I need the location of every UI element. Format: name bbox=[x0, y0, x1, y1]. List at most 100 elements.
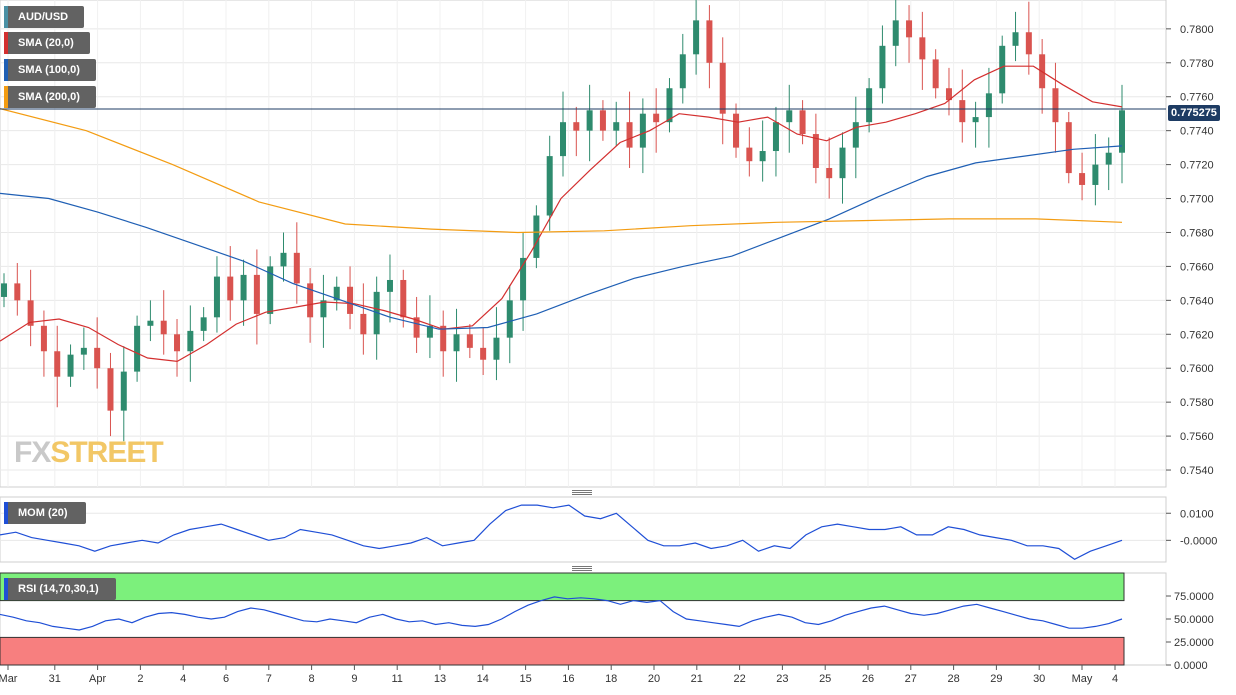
price-tick-label: 0.7540 bbox=[1180, 465, 1214, 477]
candle-body bbox=[426, 325, 433, 338]
rsi-oversold-zone bbox=[0, 636, 1125, 666]
candle-body bbox=[227, 276, 234, 301]
time-tick-label: 27 bbox=[905, 673, 917, 685]
candle-body bbox=[293, 252, 300, 284]
candle-body bbox=[94, 347, 101, 369]
legend-mom[interactable]: MOM (20) bbox=[4, 502, 86, 524]
sma100-line bbox=[0, 145, 1123, 330]
legend-sma20[interactable]: SMA (20,0) bbox=[4, 32, 90, 54]
legend-mom-label: MOM (20) bbox=[18, 507, 68, 519]
candle-body bbox=[679, 54, 686, 89]
price-tick-label: 0.7780 bbox=[1180, 58, 1214, 70]
time-tick-label: 20 bbox=[648, 673, 660, 685]
mom-tick-label: -0.0000 bbox=[1180, 535, 1217, 547]
candle-body bbox=[799, 110, 806, 135]
watermark-street: STREET bbox=[50, 436, 163, 469]
candle-body bbox=[772, 122, 779, 152]
time-tick-label: Apr bbox=[89, 673, 106, 685]
candle-body bbox=[200, 317, 207, 331]
candle-body bbox=[400, 279, 407, 318]
legend-sma20-swatch bbox=[4, 32, 8, 54]
time-tick-label: 28 bbox=[947, 673, 959, 685]
legend-symbol[interactable]: AUD/USD bbox=[4, 6, 84, 28]
sma20-line bbox=[0, 65, 1123, 363]
price-tick-label: 0.7640 bbox=[1180, 295, 1214, 307]
candle-body bbox=[892, 20, 899, 46]
time-tick-label: 11 bbox=[391, 673, 402, 685]
candle-body bbox=[240, 274, 247, 301]
legend-sma100-label: SMA (100,0) bbox=[18, 64, 80, 76]
candle-body bbox=[1052, 88, 1059, 123]
legend-sma200-swatch bbox=[4, 86, 8, 108]
candle-body bbox=[280, 252, 287, 267]
legend-sma20-label: SMA (20,0) bbox=[18, 37, 74, 49]
candle-body bbox=[932, 59, 939, 89]
price-tick-label: 0.7740 bbox=[1180, 126, 1214, 138]
candle-body bbox=[706, 20, 713, 63]
rsi-line bbox=[0, 596, 1123, 631]
time-tick-label: 16 bbox=[562, 673, 574, 685]
candle-body bbox=[320, 300, 327, 318]
sma200-line bbox=[0, 108, 1123, 234]
time-tick-label: 9 bbox=[351, 673, 357, 685]
candle-body bbox=[560, 122, 566, 157]
rsi-resize-handle[interactable] bbox=[572, 566, 592, 571]
mom-tick-label: 0.0100 bbox=[1180, 508, 1214, 520]
candle-body bbox=[147, 320, 154, 326]
price-tick-label: 0.7700 bbox=[1180, 194, 1214, 206]
price-tick-label: 0.7680 bbox=[1180, 227, 1214, 239]
candle-body bbox=[866, 88, 873, 123]
candle-body bbox=[626, 122, 633, 148]
rsi-overbought-zone bbox=[0, 572, 1125, 602]
candle-body bbox=[307, 283, 314, 318]
sma-lines bbox=[0, 65, 1166, 363]
mom-resize-handle[interactable] bbox=[572, 490, 592, 495]
time-tick-label: 22 bbox=[733, 673, 745, 685]
candle-body bbox=[466, 334, 473, 348]
candle-body bbox=[1079, 173, 1086, 185]
mom-line bbox=[0, 504, 1123, 560]
legend-rsi[interactable]: RSI (14,70,30,1) bbox=[4, 578, 116, 600]
main-plot-area bbox=[0, 0, 1167, 488]
candle-body bbox=[187, 330, 194, 352]
candle-body bbox=[453, 334, 460, 352]
candles bbox=[1, 0, 1125, 442]
candle-body bbox=[639, 113, 646, 148]
legend-sma200[interactable]: SMA (200,0) bbox=[4, 86, 96, 108]
candle-body bbox=[520, 257, 527, 301]
candle-body bbox=[1012, 32, 1019, 46]
time-tick-label: 30 bbox=[1033, 673, 1045, 685]
candle-body bbox=[719, 62, 726, 114]
time-tick-label: 14 bbox=[477, 673, 489, 685]
candle-body bbox=[360, 313, 367, 335]
time-tick-label: 7 bbox=[266, 673, 272, 685]
candle-body bbox=[826, 167, 833, 179]
legend-symbol-label: AUD/USD bbox=[18, 11, 69, 23]
candle-body bbox=[267, 266, 274, 314]
candle-body bbox=[506, 300, 513, 338]
candle-body bbox=[134, 325, 141, 372]
time-tick-label: 25 bbox=[819, 673, 831, 685]
candle-body bbox=[985, 93, 992, 118]
legend-sma100[interactable]: SMA (100,0) bbox=[4, 59, 96, 81]
candle-body bbox=[174, 334, 181, 352]
rsi-panel: 75.0000 50.0000 25.0000 0.0000 bbox=[0, 572, 1214, 672]
candle-body bbox=[27, 300, 34, 326]
candle-body bbox=[80, 347, 87, 355]
candle-body bbox=[120, 371, 127, 411]
candle-body bbox=[613, 122, 620, 131]
candle-body bbox=[1025, 32, 1032, 55]
mom-plot-area bbox=[0, 496, 1167, 563]
candle-body bbox=[40, 325, 47, 352]
time-axis: Mar 31 Apr 2 4 6 7 8 9 11 13 14 15 16 18 20 21 22 23 25 26 27… bbox=[0, 665, 1118, 685]
rsi-tick-label: 50.0000 bbox=[1174, 614, 1214, 626]
mom-panel: 0.0100 -0.0000 bbox=[0, 496, 1217, 563]
candle-body bbox=[733, 113, 740, 148]
candle-body bbox=[14, 283, 21, 301]
price-tick-label: 0.7760 bbox=[1180, 92, 1214, 104]
legend-sma200-label: SMA (200,0) bbox=[18, 91, 80, 103]
candle-body bbox=[693, 20, 700, 55]
candle-body bbox=[546, 156, 553, 216]
candle-body bbox=[879, 45, 886, 89]
